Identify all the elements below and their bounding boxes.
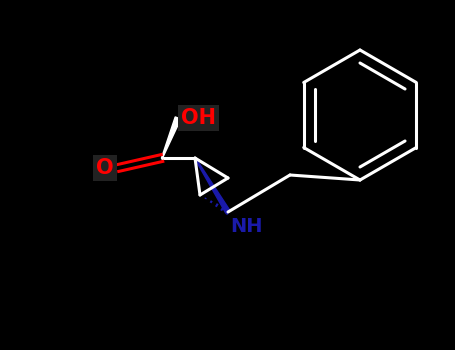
- Polygon shape: [162, 117, 181, 158]
- Text: OH: OH: [181, 108, 216, 128]
- Text: O: O: [96, 158, 114, 178]
- Polygon shape: [195, 158, 230, 213]
- Text: NH: NH: [230, 217, 263, 236]
